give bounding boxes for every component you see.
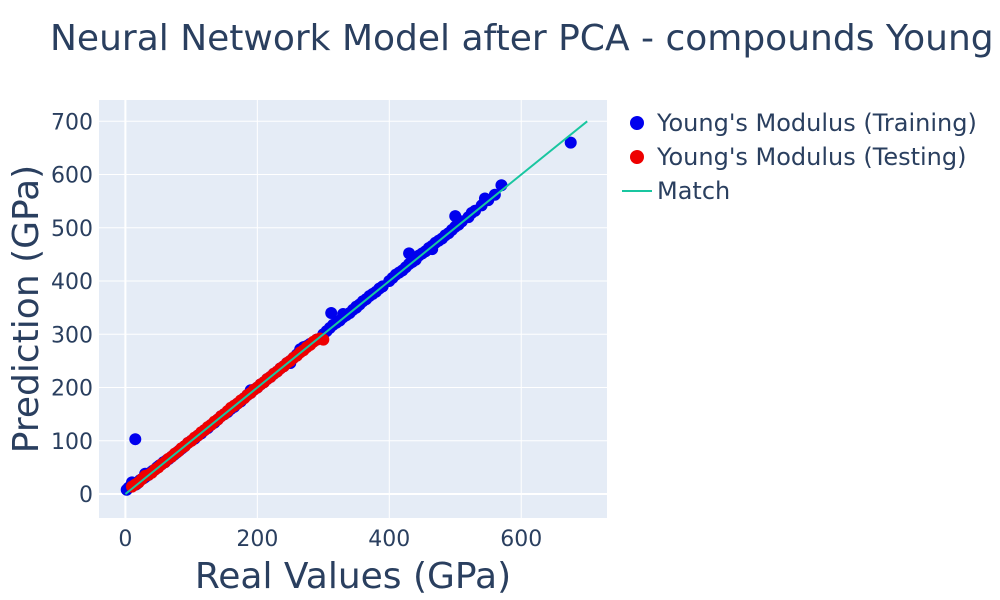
legend-label: Young's Modulus (Testing) [656,143,967,171]
legend[interactable]: Young's Modulus (Training) Young's Modulu… [622,109,977,205]
legend-item[interactable]: Match [622,177,730,205]
y-axis-title: Prediction (GPa) [6,165,47,453]
x-tick-label: 0 [118,527,132,552]
data-point [426,243,439,256]
series-2 [124,120,588,495]
data-point [564,136,577,149]
legend-label: Match [657,177,730,205]
data-point [403,247,416,260]
x-tick-label: 400 [368,527,410,552]
x-axis-title: Real Values (GPa) [195,556,511,597]
series-layer [120,120,588,496]
data-point [129,433,142,446]
y-tick-label: 600 [51,164,93,189]
y-tick-label: 700 [51,110,93,135]
y-axis-ticks: 0 100 200 300 400 500 600 700 [51,110,93,508]
legend-item[interactable]: Young's Modulus (Training) [630,109,977,137]
y-tick-label: 200 [51,377,93,402]
x-tick-label: 600 [500,527,542,552]
x-tick-label: 200 [236,527,278,552]
legend-marker-swatch [630,150,644,164]
y-tick-label: 0 [79,483,93,508]
data-point [325,306,338,319]
match-line [124,120,588,495]
data-point [449,210,462,223]
y-tick-label: 100 [51,430,93,455]
chart-title: Neural Network Model after PCA - compoun… [50,18,994,59]
y-tick-label: 500 [51,217,93,242]
x-axis-ticks: 0 200 400 600 [118,527,542,552]
y-tick-label: 400 [51,270,93,295]
y-tick-label: 300 [51,323,93,348]
legend-marker-swatch [630,116,644,130]
legend-item[interactable]: Young's Modulus (Testing) [630,143,967,171]
legend-label: Young's Modulus (Training) [656,109,977,137]
plot-marks [120,120,588,496]
